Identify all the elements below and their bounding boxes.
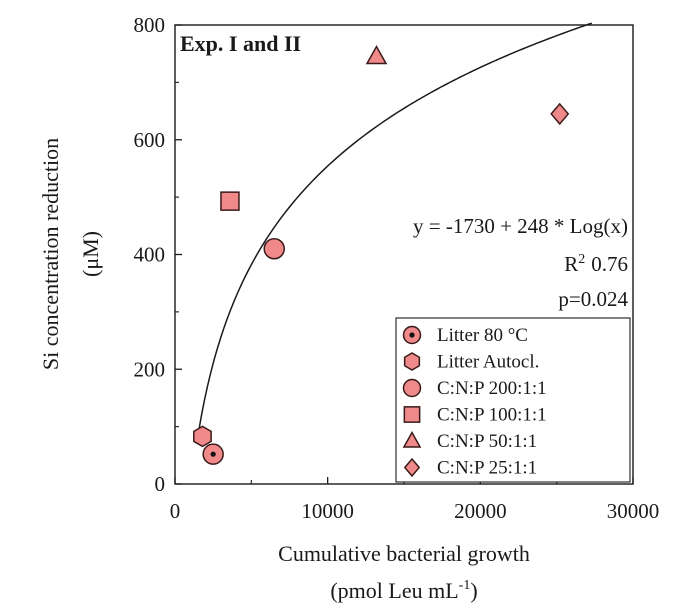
y-axis-ticks: 0 200 400 600 800 (134, 13, 182, 496)
x-tick-label: 20000 (454, 499, 507, 523)
data-point (365, 45, 388, 65)
y-tick-label: 400 (134, 243, 166, 267)
data-points (193, 45, 570, 465)
legend-marker-shape (402, 378, 422, 398)
x-axis-unit: (pmol Leu mL-1) (330, 578, 477, 603)
legend-marker (402, 430, 422, 448)
legend-label: Litter 80 °C (437, 325, 528, 346)
data-point (202, 443, 224, 465)
legend-label: C:N:P 25:1:1 (437, 458, 537, 479)
r2-prefix: R (564, 252, 578, 276)
y-axis-title: Si concentration reduction (38, 138, 63, 370)
data-point-dot (210, 451, 216, 457)
y-tick-label: 600 (134, 128, 166, 152)
x-unit-suffix: ) (470, 578, 477, 603)
legend-marker (403, 457, 421, 478)
data-point (263, 238, 285, 260)
legend-label: C:N:P 50:1:1 (437, 431, 537, 452)
y-tick-label: 800 (134, 13, 166, 37)
x-tick-label: 0 (170, 499, 181, 523)
legend-marker (402, 378, 422, 398)
chart-title: Exp. I and II (180, 31, 301, 56)
legend-label: C:N:P 200:1:1 (437, 378, 547, 399)
legend-marker (402, 325, 422, 345)
x-unit-sup: -1 (459, 578, 471, 593)
fit-p-value: p=0.024 (558, 287, 628, 311)
x-axis-ticks: 0 10000 20000 30000 (170, 477, 660, 523)
fit-r-squared: R2 0.76 (564, 252, 628, 276)
r2-superscript: 2 (578, 252, 585, 267)
legend-label: C:N:P 100:1:1 (437, 405, 547, 426)
y-axis-unit: (μM) (78, 231, 103, 277)
fit-equation: y = -1730 + 248 * Log(x) (413, 214, 628, 238)
legend-marker-dot (409, 332, 415, 338)
x-unit-prefix: (pmol Leu mL (330, 578, 458, 603)
y-tick-label: 0 (155, 472, 166, 496)
r2-value: 0.76 (591, 252, 628, 276)
data-point (550, 102, 570, 126)
x-tick-label: 30000 (607, 499, 660, 523)
data-point (193, 425, 212, 448)
legend-label: Litter Autocl. (437, 352, 539, 373)
legend-box (395, 317, 631, 483)
log-fit-curve (197, 22, 593, 437)
legend-marker (403, 406, 421, 423)
legend: Litter 80 °C Litter Autocl. C:N:P 200:1:1 C… (395, 317, 631, 483)
y-tick-label: 200 (134, 357, 166, 381)
x-axis-title: Cumulative bacterial growth (278, 541, 530, 566)
x-tick-label: 10000 (301, 499, 354, 523)
legend-marker (403, 352, 421, 371)
data-point-shape (263, 238, 285, 260)
data-point (220, 191, 240, 211)
